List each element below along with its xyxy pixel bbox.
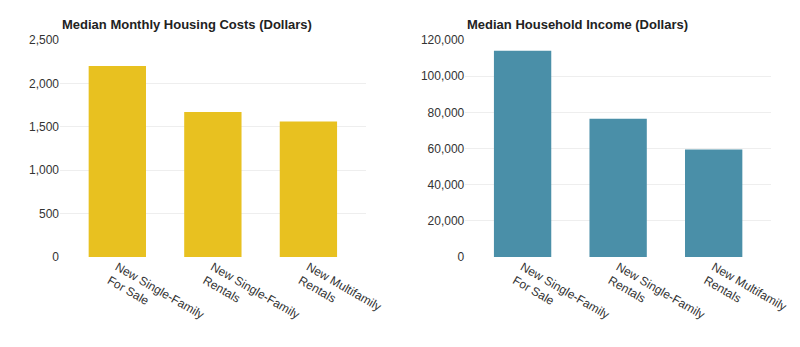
svg-text:500: 500	[39, 207, 59, 221]
svg-text:New Single-FamilyRentals: New Single-FamilyRentals	[606, 260, 707, 336]
svg-text:New Single-FamilyFor Sale: New Single-FamilyFor Sale	[510, 260, 611, 336]
svg-text:0: 0	[458, 250, 465, 264]
svg-text:Median Household Income (Dolla: Median Household Income (Dollars)	[467, 17, 688, 32]
svg-text:1,000: 1,000	[29, 163, 59, 177]
svg-text:2,500: 2,500	[29, 33, 59, 47]
svg-text:100,000: 100,000	[421, 69, 465, 83]
svg-text:New Single-FamilyFor Sale: New Single-FamilyFor Sale	[105, 260, 206, 336]
svg-text:80,000: 80,000	[428, 106, 465, 120]
svg-text:2,000: 2,000	[29, 77, 59, 91]
svg-text:20,000: 20,000	[428, 214, 465, 228]
svg-text:0: 0	[52, 250, 59, 264]
svg-text:120,000: 120,000	[421, 33, 465, 47]
svg-text:60,000: 60,000	[428, 142, 465, 156]
svg-text:New MultifamilyRentals: New MultifamilyRentals	[701, 260, 789, 328]
svg-text:Median Monthly Housing Costs (: Median Monthly Housing Costs (Dollars)	[62, 17, 312, 32]
svg-text:1,500: 1,500	[29, 120, 59, 134]
svg-text:New MultifamilyRentals: New MultifamilyRentals	[296, 260, 384, 328]
svg-text:40,000: 40,000	[428, 178, 465, 192]
svg-text:New Single-FamilyRentals: New Single-FamilyRentals	[201, 260, 302, 336]
